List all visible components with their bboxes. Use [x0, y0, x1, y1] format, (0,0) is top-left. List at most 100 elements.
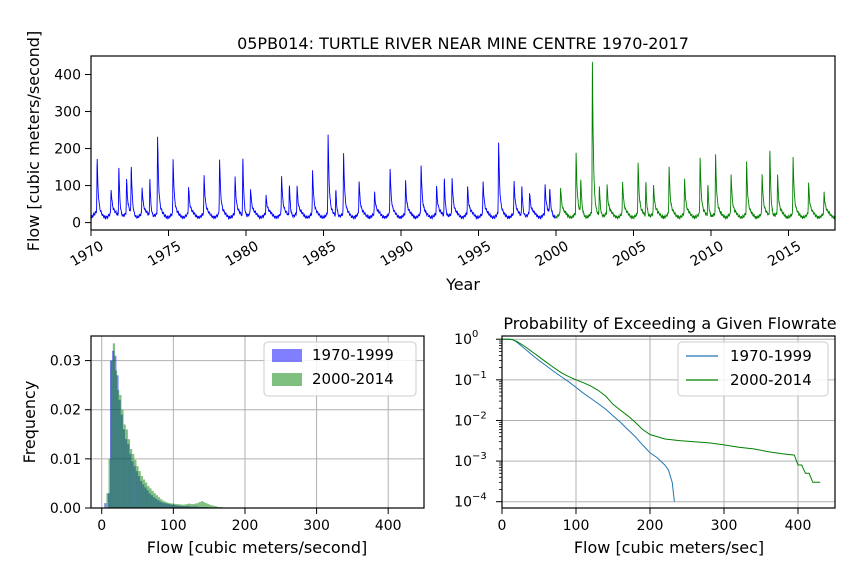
histogram-bar-2000-2014 — [140, 476, 143, 508]
histogram-bar-2000-2014 — [172, 503, 176, 508]
histogram-bar-2000-2014 — [211, 505, 214, 508]
timeseries-ticks: 0 100 200 300 400 1970 1975 1980 1985 1990 1995 200… — [54, 68, 804, 270]
exceedance-xtick-label: 0 — [498, 518, 507, 534]
histogram-bar-2000-2014 — [132, 453, 135, 508]
exceedance-line-2000-2014 — [502, 338, 821, 483]
histogram-bar-2000-2014 — [203, 502, 206, 508]
histogram-bar-2000-2014 — [106, 493, 109, 508]
histogram-bar-2000-2014 — [185, 504, 189, 508]
histogram-ytick-label: 0.01 — [50, 452, 81, 468]
timeseries-ytick-label: 200 — [54, 142, 81, 158]
histogram-bar-2000-2014 — [114, 370, 118, 508]
exceedance-ytick-exponent: −2 — [472, 410, 487, 421]
timeseries-ytick-label: 400 — [54, 68, 81, 84]
histogram-bar-2000-2014 — [145, 482, 148, 508]
timeseries-line-2000-2017 — [554, 61, 836, 221]
timeseries-xtick-label: 1985 — [300, 238, 339, 270]
histogram-panel: 0 100 200 300 400 0.00 0.01 0.02 0.03 Flow [cubi… — [20, 335, 425, 557]
timeseries-xtick-label: 1990 — [378, 238, 417, 270]
histogram-bar-2000-2014 — [170, 503, 173, 508]
histogram-bar-2000-2014 — [136, 466, 139, 508]
histogram-bar-2000-2014 — [215, 506, 219, 508]
timeseries-xtick-label: 2010 — [688, 238, 727, 270]
histogram-bar-2000-2014 — [164, 501, 167, 508]
histogram-legend: 1970-1999 2000-2014 — [263, 341, 417, 397]
histogram-bar-2000-2014 — [125, 429, 128, 508]
timeseries-plot-area — [90, 61, 836, 221]
histogram-bar-2000-2014 — [181, 504, 184, 508]
histogram-ytick-label: 0.00 — [50, 501, 81, 517]
timeseries-ytick-label: 0 — [72, 216, 81, 232]
histogram-bar-2000-2014 — [138, 471, 141, 508]
histogram-bar-1970-1999 — [104, 503, 107, 508]
histogram-bar-2000-2014 — [207, 504, 210, 508]
histogram-legend-label-2000-2014: 2000-2014 — [312, 370, 394, 388]
histogram-bar-2000-2014 — [194, 503, 197, 508]
timeseries-xtick-label: 1980 — [223, 238, 262, 270]
histogram-bar-2000-2014 — [121, 409, 124, 508]
histogram-legend-swatch-1970-1999 — [272, 349, 302, 362]
histogram-bar-2000-2014 — [196, 503, 199, 508]
exceedance-ytick-label: 10 — [454, 373, 472, 389]
histogram-bar-2000-2014 — [190, 504, 193, 508]
histogram-bar-2000-2014 — [179, 504, 182, 508]
histogram-bar-2000-2014 — [123, 424, 126, 508]
exceedance-xtick-label: 300 — [711, 518, 738, 534]
histogram-ylabel: Frequency — [20, 381, 39, 464]
histogram-ytick-label: 0.02 — [50, 403, 81, 419]
histogram-bar-2000-2014 — [153, 493, 156, 508]
histogram-bar-2000-2014 — [177, 504, 180, 508]
histogram-bar-2000-2014 — [157, 497, 161, 508]
histogram-bar-2000-2014 — [192, 504, 195, 508]
histogram-bar-2000-2014 — [134, 459, 137, 508]
exceedance-legend-label-2000-2014: 2000-2014 — [730, 371, 812, 389]
histogram-bar-2000-2014 — [198, 502, 201, 508]
exceedance-xtick-label: 200 — [637, 518, 664, 534]
exceedance-grid — [501, 336, 835, 508]
timeseries-xtick-label: 1975 — [145, 238, 184, 270]
histogram-bar-2000-2014 — [127, 439, 131, 508]
histogram-xtick-label: 200 — [232, 518, 259, 534]
histogram-bar-2000-2014 — [166, 502, 169, 508]
timeseries-xtick-label: 2015 — [765, 238, 804, 270]
histogram-bar-2000-2014 — [108, 458, 111, 508]
histogram-bar-2000-2014 — [142, 479, 146, 508]
histogram-xtick-label: 100 — [160, 518, 187, 534]
exceedance-panel: Probability of Exceeding a Given Flowrat… — [454, 314, 836, 557]
timeseries-xtick-label: 2005 — [610, 238, 649, 270]
timeseries-xtick-label: 2000 — [533, 238, 572, 270]
histogram-frame — [90, 335, 425, 509]
exceedance-lines — [502, 338, 821, 502]
histogram-bar-2000-2014 — [162, 500, 165, 508]
histogram-bar-2000-2014 — [155, 495, 158, 508]
exceedance-title: Probability of Exceeding a Given Flowrat… — [503, 314, 836, 333]
timeseries-line-1970-1999 — [90, 134, 556, 221]
timeseries-ytick-label: 300 — [54, 105, 81, 121]
exceedance-xlabel: Flow [cubic meters/sec] — [574, 538, 764, 557]
exceedance-ytick-label: 10 — [454, 332, 472, 348]
exceedance-ytick-label: 10 — [454, 413, 472, 429]
timeseries-xtick-label: 1995 — [455, 238, 494, 270]
histogram-bars — [104, 343, 225, 508]
timeseries-xlabel: Year — [445, 275, 480, 294]
histogram-bar-2000-2014 — [112, 343, 115, 508]
histogram-bar-2000-2014 — [205, 503, 208, 508]
histogram-bar-2000-2014 — [147, 485, 150, 508]
exceedance-ytick-exponent: −3 — [472, 451, 487, 462]
histogram-bar-2000-2014 — [130, 449, 133, 508]
timeseries-ylabel: Flow [cubic meters/second] — [24, 31, 43, 251]
histogram-bar-2000-2014 — [119, 394, 122, 508]
timeseries-frame — [90, 55, 836, 231]
histogram-bar-2000-2014 — [200, 501, 204, 508]
histogram-bar-2000-2014 — [149, 488, 152, 508]
exceedance-ytick-exponent: 0 — [472, 329, 478, 340]
histogram-bar-2000-2014 — [213, 506, 216, 508]
histogram-bar-2000-2014 — [175, 504, 178, 508]
timeseries-title: 05PB014: TURTLE RIVER NEAR MINE CENTRE 1… — [237, 34, 689, 53]
histogram-bar-2000-2014 — [168, 503, 171, 508]
timeseries-ytick-label: 100 — [54, 179, 81, 195]
histogram-bar-2000-2014 — [117, 390, 120, 508]
exceedance-xtick-label: 400 — [785, 518, 812, 534]
histogram-bar-2000-2014 — [151, 490, 154, 508]
